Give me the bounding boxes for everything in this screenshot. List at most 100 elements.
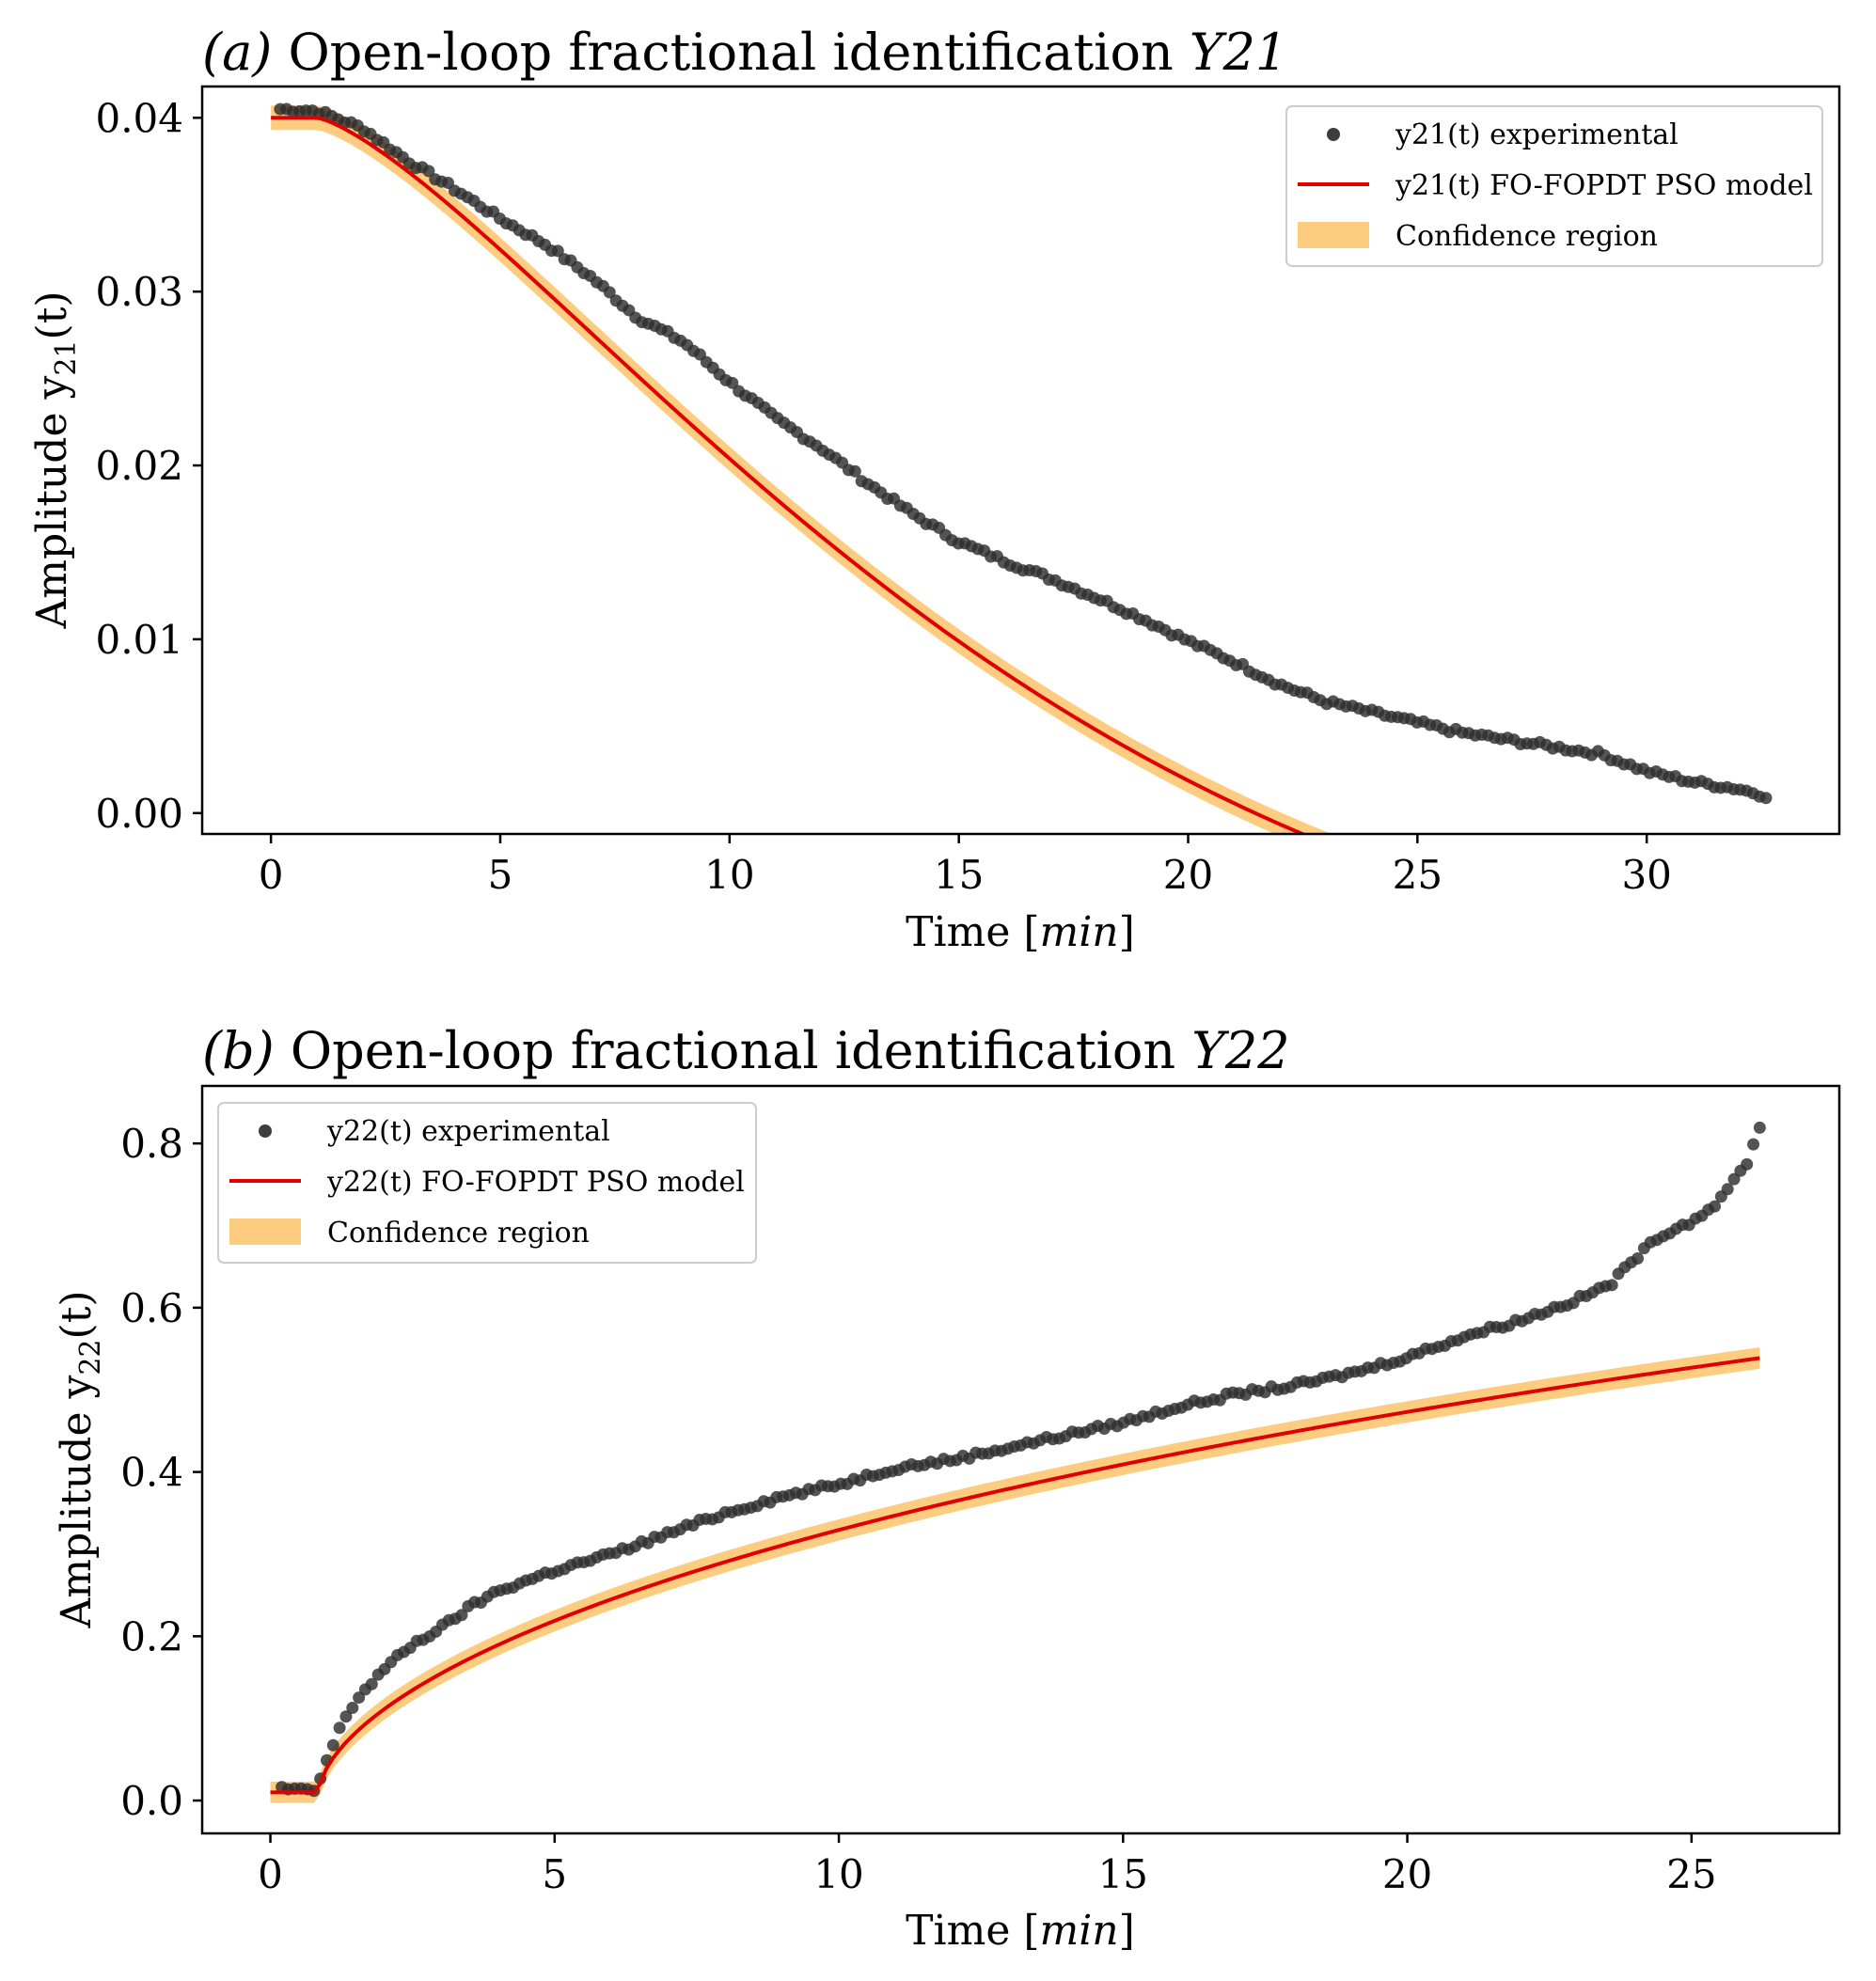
panel-a-ylabel-sub: 21: [50, 339, 83, 375]
panel-b-experimental-point: [1753, 1121, 1766, 1134]
panel-a-confidence-band-layer: [271, 105, 1332, 834]
panel-b-x-tick-label: 25: [1666, 1851, 1716, 1897]
panel-a-y-tick-label: 0.04: [95, 95, 183, 141]
panel-b-experimental-point: [353, 1691, 366, 1705]
panel-a-x-tick-label: 20: [1163, 852, 1213, 898]
panel-b-ylabel-prefix: Amplitude y: [53, 1376, 101, 1629]
panel-b-ylabel-sub: 22: [74, 1339, 107, 1375]
panel-a: (a) Open-loop fractional identification …: [28, 23, 1841, 956]
panel-b-x-tick-label: 5: [542, 1851, 567, 1897]
panel-b-title: (b) Open-loop fractional identification …: [202, 1021, 1290, 1080]
panel-b-scatter-layer: [276, 1121, 1766, 1798]
panel-a-y-tick-label: 0.01: [95, 617, 183, 663]
panel-a-xlabel-unit: min: [1040, 908, 1119, 956]
panel-a-title: (a) Open-loop fractional identification …: [202, 23, 1287, 82]
panel-a-title-text: Open-loop fractional identification: [289, 23, 1174, 82]
panel-a-experimental-point: [603, 286, 616, 299]
panel-a-y-tick-label: 0.02: [95, 443, 183, 489]
panel-b-model-line: [270, 1356, 1760, 1795]
panel-b-xlabel-suffix: ]: [1119, 1907, 1135, 1955]
panel-b-experimental-point: [326, 1738, 339, 1752]
panel-b-model-line-layer: [270, 1356, 1760, 1795]
panel-a-x-tick-label: 30: [1621, 852, 1671, 898]
panel-a-y-axis-label: Amplitude y21(t): [28, 291, 83, 629]
panel-b-legend-frame: [217, 1102, 757, 1264]
panel-a-x-tick-label: 15: [934, 852, 984, 898]
panel-b-legend: y22(t) experimental y22(t) FO-FOPDT PSO …: [217, 1102, 757, 1264]
panel-b-y-tick-label: 0.8: [120, 1121, 183, 1167]
panel-a-experimental-point: [551, 244, 564, 258]
panel-a-y-tick-label: 0.03: [95, 269, 183, 315]
panel-b-xlabel-unit: min: [1040, 1907, 1119, 1955]
panel-b-y-tick-label: 0.4: [120, 1450, 183, 1496]
panel-a-experimental-point: [422, 165, 435, 178]
panel-b-xlabel-prefix: Time [: [906, 1907, 1039, 1955]
panel-a-y-ticks: 0.00 0.01 0.02 0.03 0.04: [95, 95, 202, 837]
panel-a-x-tick-label: 25: [1393, 852, 1442, 898]
panel-a-x-ticks: 0 5 10 15 20 25 30: [259, 834, 1672, 898]
panel-a-legend-frame: [1285, 105, 1823, 267]
panel-b-y-tick-label: 0.2: [120, 1613, 183, 1659]
panel-b-x-tick-label: 15: [1098, 1851, 1148, 1897]
panel-a-model-line-layer: [271, 116, 1308, 834]
panel-b-title-text: Open-loop fractional identification: [291, 1021, 1175, 1080]
panel-b-title-tag: (b): [202, 1021, 275, 1080]
panel-a-axes-frame: [200, 85, 1841, 836]
panel-a-legend-entry-2: y21(t) FO-FOPDT PSO model: [1395, 169, 1813, 202]
panel-b-legend-entry-1: y22(t) experimental: [326, 1115, 610, 1148]
panel-a-legend-patch-icon: [1298, 222, 1369, 248]
panel-a-x-axis-label: Time [min]: [906, 908, 1135, 956]
panel-b-experimental-point: [1747, 1138, 1760, 1151]
panel-b-experimental-point: [1709, 1200, 1722, 1213]
panel-a-scatter-layer: [274, 102, 1773, 805]
panel-a-ylabel-suffix: (t): [28, 291, 76, 339]
panel-b-x-tick-label: 10: [813, 1851, 863, 1897]
panel-b-legend-patch-icon: [229, 1218, 301, 1245]
panel-a-ylabel-prefix: Amplitude y: [28, 376, 76, 630]
panel-a-legend-entry-3: Confidence region: [1395, 220, 1658, 253]
panel-b-confidence-band-layer: [270, 1347, 1760, 1803]
panel-a-experimental-point: [848, 464, 861, 478]
panel-b-legend-marker-icon: [259, 1124, 272, 1138]
panel-b-experimental-point: [346, 1701, 359, 1714]
panel-b-ylabel-suffix: (t): [53, 1290, 101, 1339]
panel-b-x-tick-label: 0: [258, 1851, 283, 1897]
panel-a-confidence-region: [271, 105, 1332, 834]
panel-a-model-line: [271, 116, 1308, 834]
panel-b-confidence-region: [270, 1347, 1760, 1803]
panel-a-title-var: Y21: [1190, 23, 1287, 82]
panel-a-title-tag: (a): [202, 23, 272, 82]
panel-b-axes-frame: [200, 1084, 1841, 1835]
panel-a-legend-entry-1: y21(t) experimental: [1395, 118, 1679, 151]
panel-a-x-tick-label: 0: [259, 852, 284, 898]
panel-b-experimental-point: [1727, 1172, 1741, 1186]
panel-a-legend-marker-icon: [1327, 128, 1340, 141]
panel-b-experimental-point: [1741, 1157, 1754, 1171]
panel-b-experimental-point: [333, 1722, 346, 1735]
panel-b-legend-entry-3: Confidence region: [327, 1217, 590, 1250]
panel-a-experimental-point: [726, 376, 739, 389]
panel-b-experimental-point: [1632, 1251, 1645, 1265]
panel-b-title-var: Y22: [1191, 1021, 1289, 1080]
panel-a-legend: y21(t) experimental y21(t) FO-FOPDT PSO …: [1285, 105, 1823, 267]
panel-b-legend-entry-2: y22(t) FO-FOPDT PSO model: [326, 1166, 745, 1199]
panel-a-x-tick-label: 5: [488, 852, 513, 898]
panel-b-x-tick-label: 20: [1382, 1851, 1432, 1897]
panel-b-y-ticks: 0.0 0.2 0.4 0.6 0.8: [120, 1121, 202, 1824]
panel-b-experimental-point: [1721, 1183, 1734, 1196]
panel-b-y-tick-label: 0.6: [120, 1285, 183, 1331]
panel-b: (b) Open-loop fractional identification …: [53, 1021, 1841, 1955]
panel-b-experimental-point: [1605, 1279, 1618, 1292]
panel-b-experimental-point: [455, 1609, 468, 1622]
panel-b-y-tick-label: 0.0: [120, 1778, 183, 1824]
panel-b-experimental-point: [365, 1677, 378, 1690]
panel-b-x-axis-label: Time [min]: [906, 1907, 1135, 1955]
panel-a-y-tick-label: 0.00: [95, 791, 183, 837]
panel-a-experimental-point: [1759, 792, 1773, 805]
panel-b-y-axis-label: Amplitude y22(t): [53, 1290, 107, 1628]
panel-a-xlabel-suffix: ]: [1119, 908, 1135, 956]
panel-a-xlabel-prefix: Time [: [906, 908, 1039, 956]
panel-b-experimental-point: [339, 1710, 353, 1723]
panel-b-x-ticks: 0 5 10 15 20 25: [258, 1833, 1717, 1897]
